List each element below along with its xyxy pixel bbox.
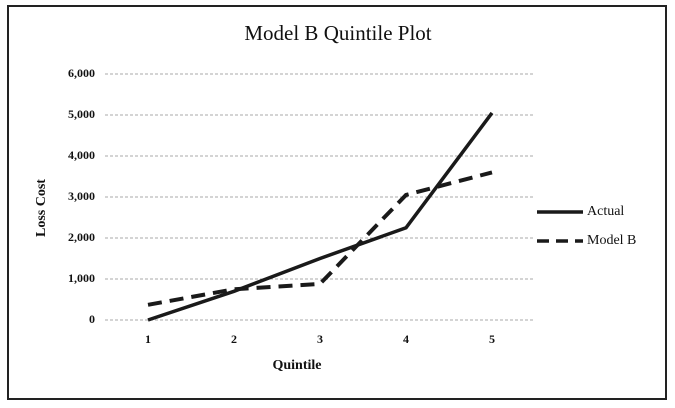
- x-tick-label: 4: [403, 332, 409, 346]
- y-tick-label: 4,000: [68, 148, 95, 162]
- x-tick-label: 5: [489, 332, 495, 346]
- y-axis-label: Loss Cost: [34, 179, 49, 237]
- legend-label: Model B: [587, 233, 636, 248]
- y-tick-label: 1,000: [68, 271, 95, 285]
- line-series: [147, 111, 494, 322]
- legend-label: Actual: [587, 204, 624, 219]
- chart-title: Model B Quintile Plot: [244, 21, 431, 45]
- y-tick-label: 2,000: [68, 230, 95, 244]
- x-tick-label: 3: [317, 332, 323, 346]
- chart-border: [7, 5, 667, 400]
- y-tick-label: 0: [89, 312, 95, 326]
- y-tick-label: 5,000: [68, 107, 95, 121]
- y-tick-label: 3,000: [68, 189, 95, 203]
- x-axis-label: Quintile: [272, 358, 321, 373]
- x-tick-label: 1: [145, 332, 151, 346]
- x-tick-label: 2: [231, 332, 237, 346]
- y-tick-label: 6,000: [68, 66, 95, 80]
